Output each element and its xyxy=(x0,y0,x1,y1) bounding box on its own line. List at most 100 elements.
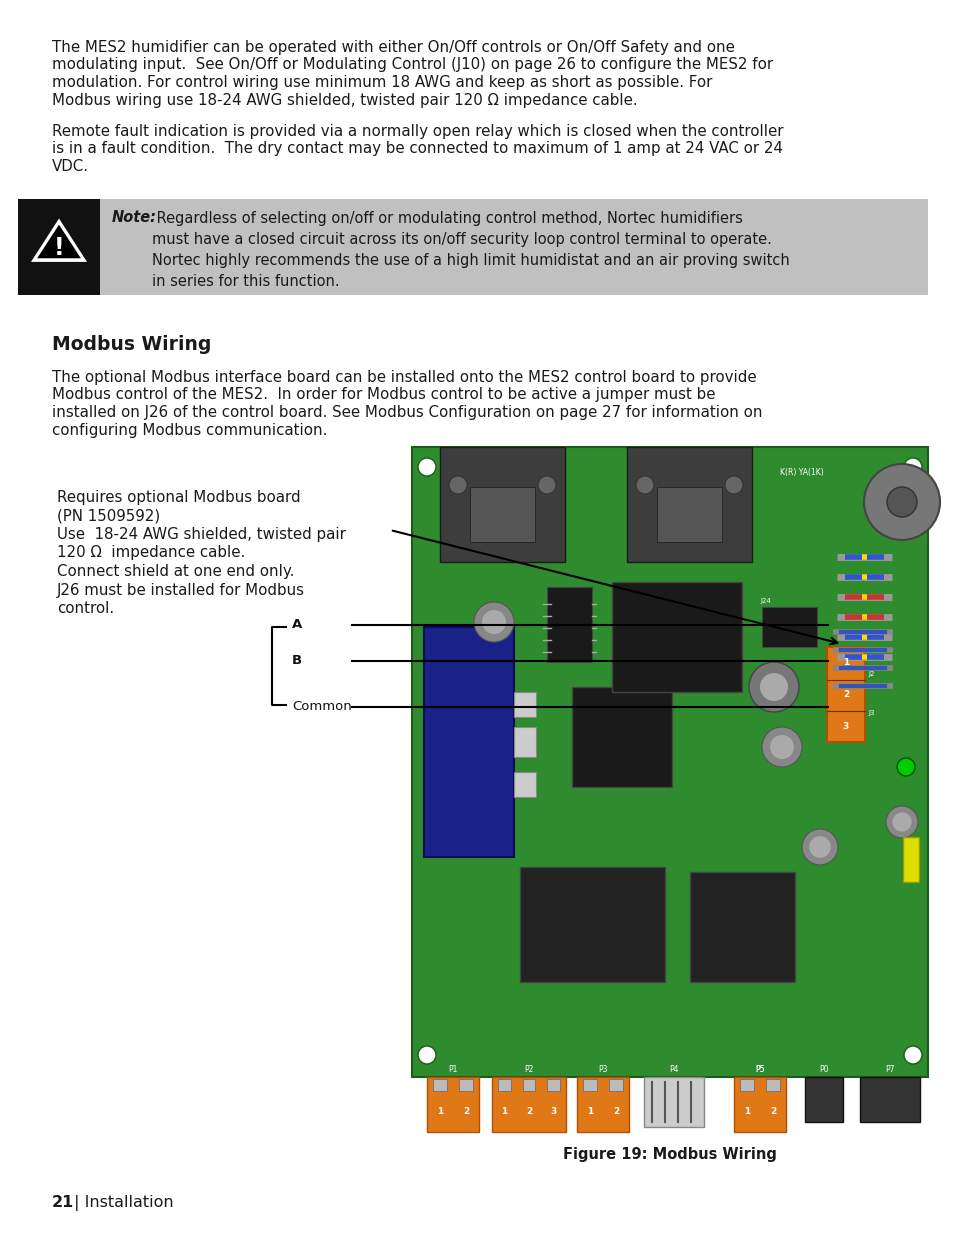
Text: P7: P7 xyxy=(884,1065,894,1073)
Bar xyxy=(582,1079,597,1091)
Text: Regardless of selecting on/off or modulating control method, Nortec humidifiers
: Regardless of selecting on/off or modula… xyxy=(152,210,789,289)
Text: 2: 2 xyxy=(842,690,848,699)
Text: J3: J3 xyxy=(867,710,874,716)
Circle shape xyxy=(537,475,556,494)
Bar xyxy=(427,1077,478,1132)
Polygon shape xyxy=(30,219,87,262)
Text: !: ! xyxy=(53,236,64,259)
Bar xyxy=(657,487,721,542)
Bar xyxy=(612,582,741,692)
Bar xyxy=(689,872,794,982)
Text: 2: 2 xyxy=(612,1107,618,1115)
Text: 3: 3 xyxy=(550,1107,557,1115)
Bar xyxy=(643,1077,703,1128)
Text: A: A xyxy=(292,619,302,631)
Text: Figure 19: Modbus Wiring: Figure 19: Modbus Wiring xyxy=(562,1147,776,1162)
Text: J24: J24 xyxy=(760,598,770,604)
Bar xyxy=(546,587,592,662)
Text: 2: 2 xyxy=(525,1107,532,1115)
Circle shape xyxy=(474,601,514,642)
Text: (PN 1509592): (PN 1509592) xyxy=(57,509,160,524)
Bar xyxy=(902,837,918,882)
Text: 2: 2 xyxy=(769,1107,776,1115)
Text: J26 must be installed for Modbus: J26 must be installed for Modbus xyxy=(57,583,305,598)
Text: K(R) YA(1K): K(R) YA(1K) xyxy=(780,468,823,477)
Bar xyxy=(577,1077,628,1132)
Circle shape xyxy=(891,813,911,831)
Text: modulation. For control wiring use minimum 18 AWG and keep as short as possible.: modulation. For control wiring use minim… xyxy=(52,75,712,90)
Bar xyxy=(740,1079,753,1091)
Text: 1: 1 xyxy=(743,1107,749,1115)
Text: P0: P0 xyxy=(819,1065,828,1073)
Text: 2: 2 xyxy=(462,1107,469,1115)
Text: P2: P2 xyxy=(524,1065,533,1073)
Text: P5: P5 xyxy=(755,1065,764,1073)
Text: B: B xyxy=(292,655,302,667)
Circle shape xyxy=(769,735,793,760)
Text: VDC.: VDC. xyxy=(52,159,89,174)
Bar xyxy=(497,1079,510,1091)
Circle shape xyxy=(896,758,914,776)
Circle shape xyxy=(748,662,799,713)
Bar xyxy=(519,867,664,982)
Text: Connect shield at one end only.: Connect shield at one end only. xyxy=(57,564,294,579)
Text: Modbus control of the MES2.  In order for Modbus control to be active a jumper m: Modbus control of the MES2. In order for… xyxy=(52,388,715,403)
Circle shape xyxy=(808,836,830,858)
Text: modulating input.  See On/Off or Modulating Control (J10) on page 26 to configur: modulating input. See On/Off or Modulati… xyxy=(52,58,772,73)
Bar xyxy=(423,627,514,857)
Bar xyxy=(18,199,100,294)
Bar xyxy=(492,1077,565,1132)
Text: 1: 1 xyxy=(586,1107,593,1115)
Bar xyxy=(433,1079,447,1091)
Bar xyxy=(804,1077,842,1123)
Text: Use  18-24 AWG shielded, twisted pair: Use 18-24 AWG shielded, twisted pair xyxy=(57,527,346,542)
Text: installed on J26 of the control board. See Modbus Configuration on page 27 for i: installed on J26 of the control board. S… xyxy=(52,405,761,420)
Circle shape xyxy=(863,464,939,540)
Text: | Installation: | Installation xyxy=(69,1195,173,1212)
Circle shape xyxy=(481,610,505,634)
Text: 1: 1 xyxy=(436,1107,442,1115)
Text: 1: 1 xyxy=(500,1107,507,1115)
Bar xyxy=(514,727,536,757)
Bar xyxy=(761,606,816,647)
Circle shape xyxy=(760,673,787,701)
Bar xyxy=(18,199,927,294)
Text: Modbus Wiring: Modbus Wiring xyxy=(52,335,212,353)
Bar xyxy=(626,447,751,562)
Text: P3: P3 xyxy=(598,1065,607,1073)
Bar xyxy=(733,1077,785,1132)
Text: The MES2 humidifier can be operated with either On/Off controls or On/Off Safety: The MES2 humidifier can be operated with… xyxy=(52,40,734,56)
Circle shape xyxy=(903,458,921,475)
Text: 21: 21 xyxy=(52,1195,74,1210)
Bar xyxy=(859,1077,919,1123)
Bar xyxy=(514,692,536,718)
Text: Note:: Note: xyxy=(112,210,157,226)
Circle shape xyxy=(449,475,467,494)
Text: 3: 3 xyxy=(842,721,848,731)
Text: The optional Modbus interface board can be installed onto the MES2 control board: The optional Modbus interface board can … xyxy=(52,370,756,385)
Text: P1: P1 xyxy=(448,1065,457,1073)
Bar xyxy=(470,487,535,542)
Bar xyxy=(547,1079,559,1091)
Circle shape xyxy=(724,475,742,494)
Text: control.: control. xyxy=(57,601,114,616)
Circle shape xyxy=(761,727,801,767)
Circle shape xyxy=(417,1046,436,1065)
Circle shape xyxy=(801,829,837,864)
Text: J2: J2 xyxy=(867,671,874,677)
Bar xyxy=(439,447,564,562)
Circle shape xyxy=(636,475,654,494)
Circle shape xyxy=(903,1046,921,1065)
Bar xyxy=(412,447,927,1077)
Bar xyxy=(572,687,671,787)
Text: Requires optional Modbus board: Requires optional Modbus board xyxy=(57,490,300,505)
Text: Remote fault indication is provided via a normally open relay which is closed wh: Remote fault indication is provided via … xyxy=(52,124,782,140)
Bar xyxy=(826,647,864,742)
Text: is in a fault condition.  The dry contact may be connected to maximum of 1 amp a: is in a fault condition. The dry contact… xyxy=(52,142,782,157)
Text: Modbus wiring use 18-24 AWG shielded, twisted pair 120 Ω impedance cable.: Modbus wiring use 18-24 AWG shielded, tw… xyxy=(52,93,637,107)
Circle shape xyxy=(417,458,436,475)
Polygon shape xyxy=(37,225,81,258)
Text: configuring Modbus communication.: configuring Modbus communication. xyxy=(52,422,327,437)
Text: 1: 1 xyxy=(842,658,848,667)
Bar xyxy=(765,1079,780,1091)
